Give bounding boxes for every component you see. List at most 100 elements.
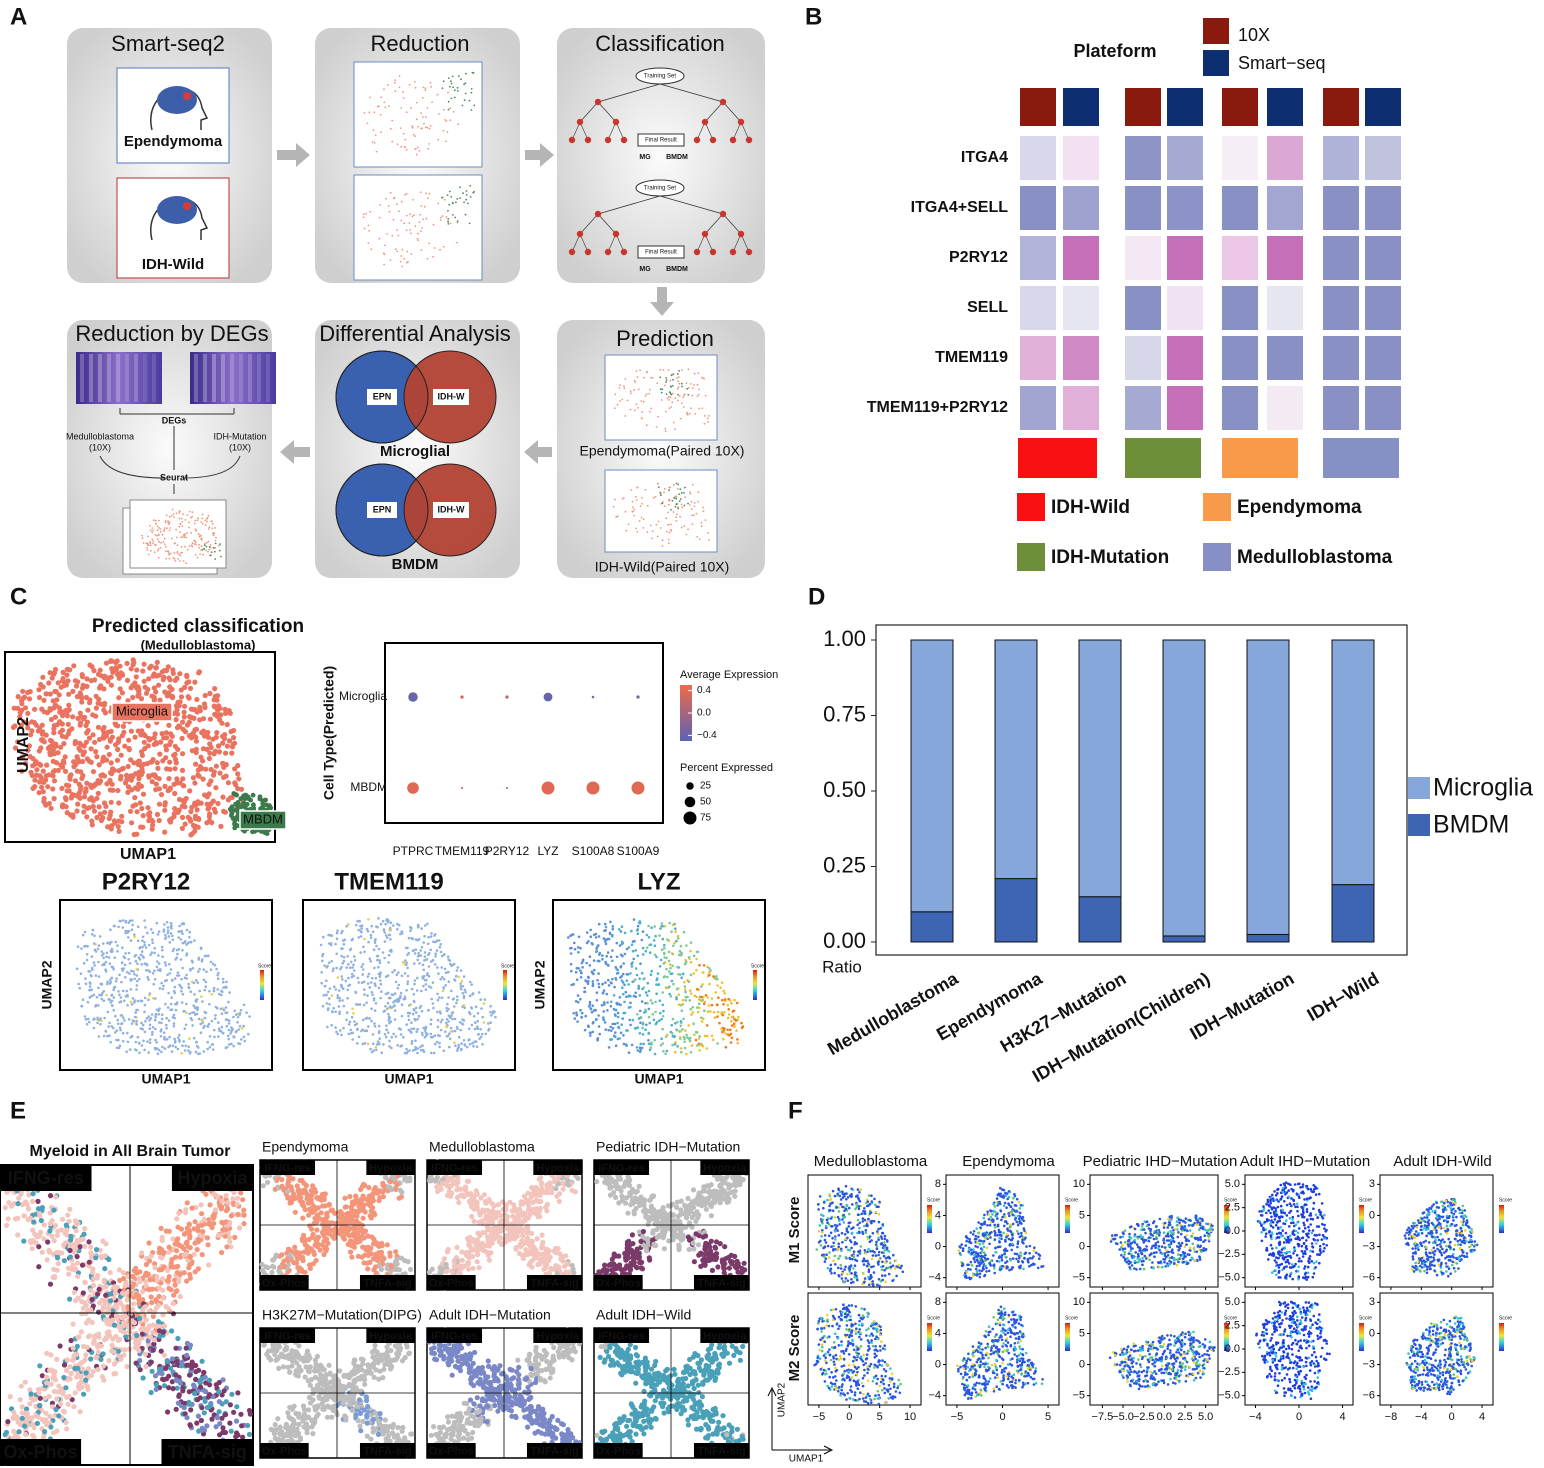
cell-dot [214, 558, 217, 560]
cell-dot [714, 991, 717, 994]
cell-dot [94, 1005, 97, 1008]
cell-dot [679, 498, 682, 500]
cell-dot [147, 978, 150, 981]
cell-dot [137, 1042, 141, 1045]
cell-dot [75, 801, 81, 807]
cell-dot [420, 989, 423, 993]
cell-dot [380, 131, 382, 134]
cell-dot [366, 1016, 369, 1020]
cell-dot [141, 739, 147, 745]
cell-dot [112, 996, 116, 999]
cell-dot [105, 993, 108, 997]
cell-dot [211, 1048, 215, 1051]
cell-dot [618, 1037, 621, 1040]
cell-dot [604, 942, 608, 946]
cell-dot [643, 376, 645, 379]
cell-dot [20, 688, 26, 694]
cell-dot [29, 1198, 36, 1204]
cell-dot [133, 935, 136, 939]
bar-segment [994, 639, 1038, 880]
cell-dot [92, 993, 96, 997]
cell-dot [120, 1014, 124, 1017]
cell-dot [411, 215, 414, 218]
cell-dot [627, 1006, 631, 1009]
cell-dot [411, 126, 414, 129]
cell-dot [616, 403, 619, 406]
line [571, 121, 581, 141]
cell-dot [589, 935, 593, 938]
cell-dot [356, 976, 360, 980]
cell-dot [413, 952, 417, 955]
cell-dot [716, 1003, 719, 1007]
cell-dot [678, 395, 681, 397]
cell-dot [629, 972, 632, 975]
cell-dot [181, 709, 187, 715]
cell-dot [376, 958, 379, 962]
cell-dot [705, 1024, 709, 1027]
cell-dot [125, 989, 129, 993]
cell-dot [180, 545, 183, 548]
cell-dot [462, 1039, 466, 1042]
cell-dot [230, 816, 236, 821]
tumor-label: Ependymoma [124, 133, 223, 150]
cell-dot [612, 1034, 616, 1038]
cell-dot [233, 1009, 236, 1013]
cell-dot [242, 1024, 245, 1028]
cell-dot [216, 749, 222, 755]
cell-dot [412, 962, 416, 965]
cell-dot [127, 958, 130, 961]
cell-dot [130, 978, 133, 981]
cell-dot [670, 930, 673, 933]
cell-dot [172, 766, 178, 772]
line [597, 101, 617, 123]
cell-dot [38, 775, 44, 781]
cell-dot [206, 517, 209, 519]
cell-dot [225, 1024, 229, 1028]
cell-dot [603, 1001, 606, 1004]
cell-dot [193, 1369, 199, 1375]
cell-dot [148, 1041, 152, 1044]
cell-dot [181, 1245, 187, 1252]
cell-dot [48, 805, 54, 811]
plot-title: Myeloid in All Brain Tumor [30, 1143, 231, 1160]
cell-dot [181, 992, 185, 996]
cell-dot [411, 1049, 415, 1052]
cell-dot [189, 715, 195, 721]
cell-dot [125, 1050, 128, 1053]
cell-dot [191, 967, 195, 970]
cell-dot [97, 975, 101, 978]
cell-dot [84, 977, 87, 980]
y-tick-label: MBDM [350, 780, 387, 794]
cell-dot [166, 973, 169, 977]
cell-dot [43, 773, 49, 779]
cell-dot [179, 938, 183, 941]
cell-dot [361, 1028, 364, 1031]
cell-dot [101, 686, 107, 692]
cell-dot [128, 962, 132, 965]
cell-dot [424, 983, 428, 986]
cell-dot [161, 987, 165, 991]
cell-dot [393, 992, 397, 995]
cell-dot [453, 978, 456, 981]
cell-dot [185, 973, 188, 977]
cell-dot [100, 997, 103, 1001]
cell-dot [154, 659, 160, 666]
cell-dot [695, 957, 698, 961]
cell-dot [199, 946, 203, 950]
cell-dot [607, 978, 610, 982]
cell-dot [119, 996, 123, 999]
cell-dot [140, 824, 146, 830]
cell-dot [430, 932, 433, 935]
cell-dot [157, 751, 163, 757]
cell-dot [591, 1004, 594, 1007]
cell-dot [570, 983, 573, 987]
expression-dot [408, 692, 418, 702]
cell-dot [451, 963, 454, 967]
cell-dot [680, 1050, 683, 1054]
heatmap-stripe [98, 354, 102, 402]
cell-dot [417, 951, 420, 955]
cell-dot [409, 229, 411, 231]
cell-dot [732, 1009, 736, 1013]
cell-dot [424, 89, 427, 92]
cell-dot [191, 511, 194, 513]
